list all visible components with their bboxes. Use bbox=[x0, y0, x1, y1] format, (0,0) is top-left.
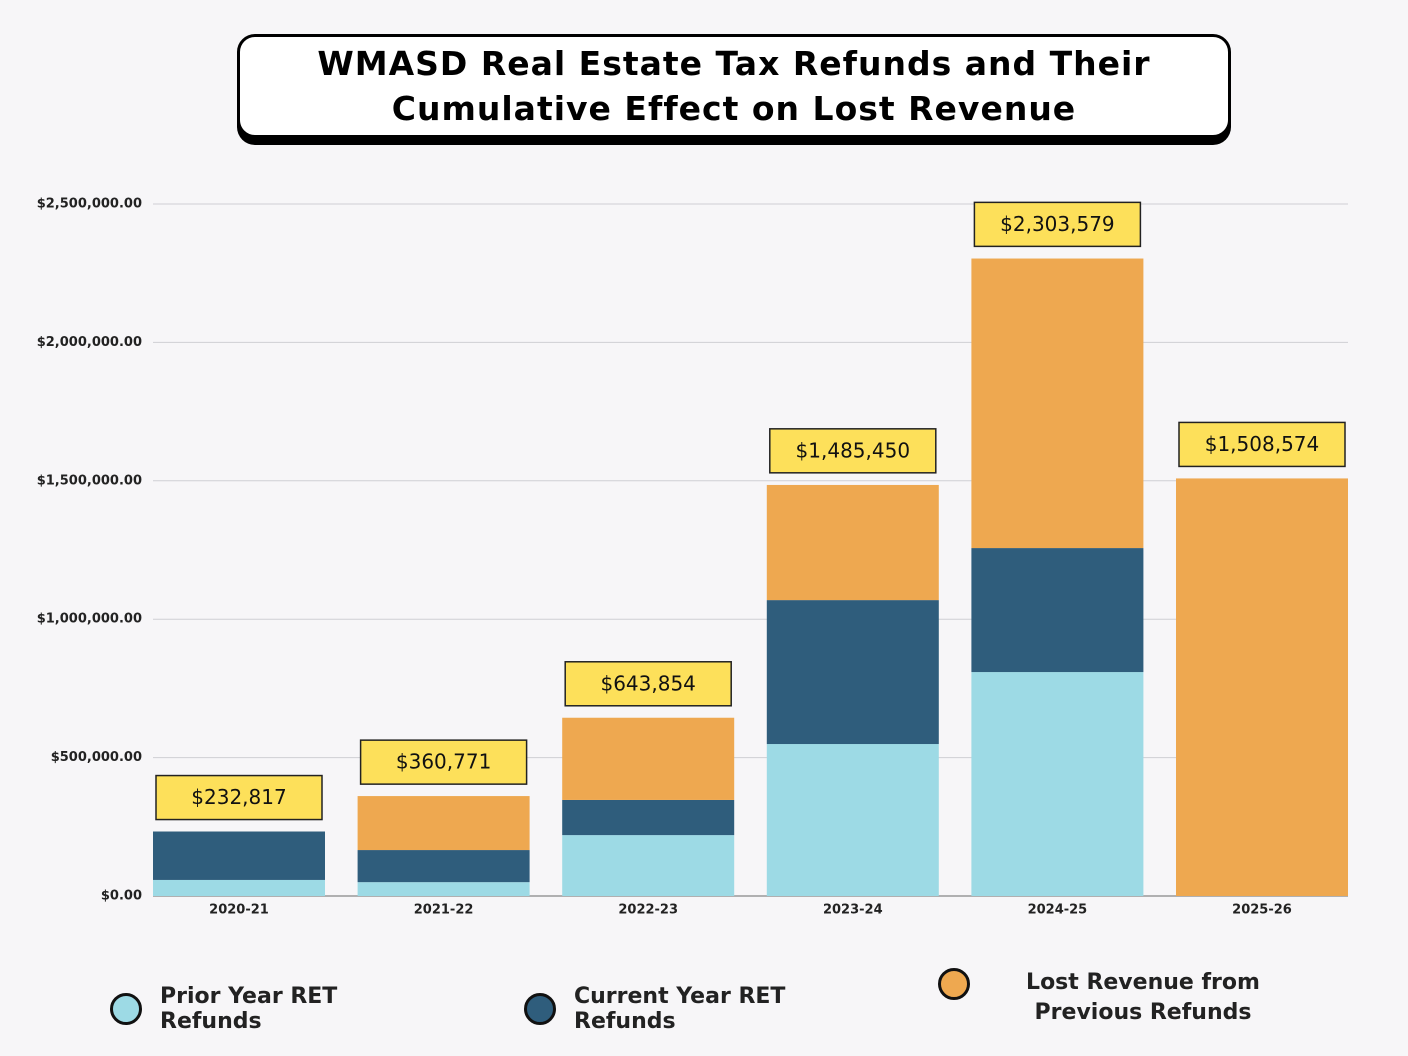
bar-segment bbox=[357, 850, 530, 883]
total-label: $1,485,450 bbox=[796, 438, 911, 462]
total-label: $643,854 bbox=[600, 671, 695, 695]
bar-segment bbox=[562, 717, 735, 800]
total-label-box bbox=[1178, 421, 1346, 468]
chart-title: WMASD Real Estate Tax Refunds and Their … bbox=[237, 34, 1231, 138]
bar-segment bbox=[357, 796, 530, 851]
legend-item: Lost Revenue from Previous Refunds bbox=[938, 968, 1298, 1028]
total-label: $2,303,579 bbox=[1000, 212, 1115, 236]
legend-item: Current Year RET Refunds bbox=[524, 984, 824, 1034]
bar-segment bbox=[357, 882, 530, 896]
legend-item: Prior Year RET Refunds bbox=[110, 984, 410, 1034]
legend-label: Lost Revenue from Previous Refunds bbox=[1026, 970, 1260, 1025]
bar-segment bbox=[562, 835, 735, 896]
bar-segment bbox=[766, 744, 939, 896]
x-tick-label: 2025-26 bbox=[1232, 903, 1292, 918]
total-label: $232,817 bbox=[191, 785, 286, 809]
bar-segment bbox=[153, 879, 325, 896]
y-tick-label: $2,000,000.00 bbox=[37, 335, 142, 350]
legend-label: Current Year RET Refunds bbox=[574, 984, 786, 1034]
x-tick-label: 2022-23 bbox=[618, 903, 678, 918]
total-label-box bbox=[973, 201, 1142, 248]
legend-label: Prior Year RET Refunds bbox=[160, 984, 338, 1034]
x-tick-label: 2021-22 bbox=[414, 903, 474, 918]
legend-swatch bbox=[938, 968, 970, 1000]
y-tick-label: $2,500,000.00 bbox=[37, 197, 142, 212]
total-label-box bbox=[359, 739, 528, 785]
total-label-box bbox=[564, 661, 732, 707]
y-tick-label: $500,000.00 bbox=[51, 750, 142, 765]
total-label: $360,771 bbox=[396, 750, 491, 774]
bar-segment bbox=[562, 799, 735, 836]
bar-segment bbox=[766, 600, 939, 745]
legend-swatch bbox=[524, 993, 556, 1025]
total-label: $1,508,574 bbox=[1205, 432, 1320, 456]
bar-segment bbox=[1176, 478, 1348, 896]
bar-segment bbox=[971, 672, 1144, 896]
legend-swatch bbox=[110, 993, 142, 1025]
bar-segment bbox=[971, 548, 1144, 673]
total-label-box bbox=[769, 428, 937, 474]
y-tick-label: $1,000,000.00 bbox=[37, 612, 142, 627]
x-tick-label: 2024-25 bbox=[1028, 903, 1088, 918]
x-tick-label: 2020-21 bbox=[209, 903, 269, 918]
x-tick-label: 2023-24 bbox=[823, 903, 883, 918]
y-tick-label: $0.00 bbox=[101, 889, 142, 904]
bar-segment bbox=[766, 484, 939, 601]
total-label-box bbox=[155, 774, 323, 821]
bar-segment bbox=[971, 258, 1144, 549]
y-tick-label: $1,500,000.00 bbox=[37, 473, 142, 488]
bar-segment bbox=[153, 831, 325, 880]
